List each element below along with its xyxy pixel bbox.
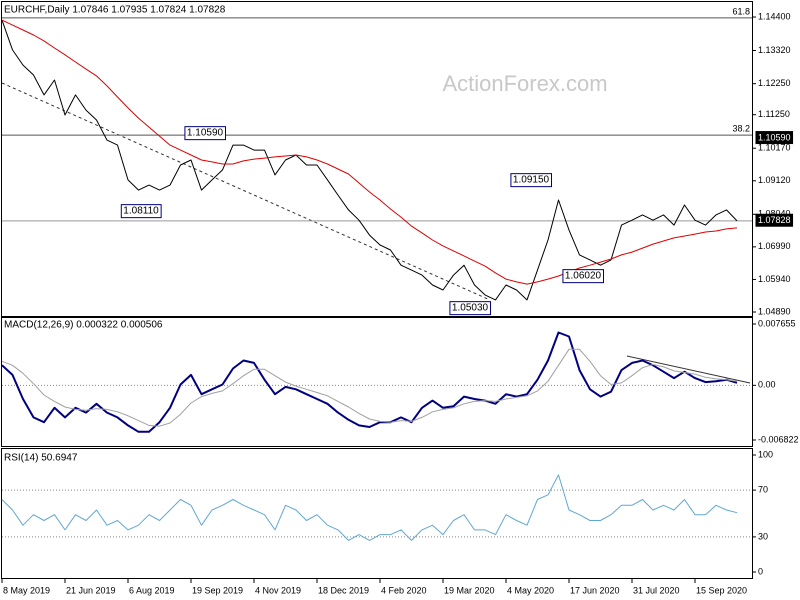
trend-line — [1, 82, 491, 301]
annotation-text: 1.09150 — [513, 175, 550, 186]
x-tick-label: 8 May 2019 — [3, 585, 50, 595]
x-tick-label: 6 Aug 2019 — [129, 585, 175, 595]
level-label: 61.8 — [732, 6, 750, 16]
macd-pane — [1, 317, 753, 447]
y-tick-label: 30 — [758, 531, 768, 541]
y-tick-label: 1.12250 — [758, 78, 791, 88]
price-box-text: 1.10590 — [758, 133, 791, 143]
annotation — [510, 173, 553, 188]
series-line — [1, 19, 738, 285]
annotation — [562, 269, 605, 284]
y-tick-label: 0.007655 — [758, 318, 796, 328]
price-pane — [1, 1, 753, 317]
last-price-box — [755, 213, 794, 227]
x-tick-label: 18 Dec 2019 — [318, 585, 369, 595]
last-price-box-text: 1.07828 — [758, 215, 791, 225]
series-line — [1, 19, 738, 301]
level-label: 38.2 — [732, 124, 750, 134]
x-tick-label: 4 May 2020 — [507, 585, 554, 595]
annotation-text: 1.05030 — [452, 303, 489, 314]
y-tick-label: 100 — [758, 449, 773, 459]
series-line — [1, 348, 738, 427]
rsi-pane — [1, 448, 753, 579]
y-tick-label: 1.14400 — [758, 11, 791, 21]
annotation-text: 1.06020 — [565, 271, 602, 282]
macd-trend-line — [626, 355, 751, 384]
y-tick-label: 1.11250 — [758, 109, 790, 119]
x-tick-label: 4 Nov 2019 — [255, 585, 301, 595]
x-tick-label: 21 Jun 2019 — [66, 585, 116, 595]
y-tick-label: 0.00 — [758, 380, 776, 390]
x-tick-label: 19 Sep 2019 — [192, 585, 243, 595]
y-tick-label: 1.13320 — [758, 45, 791, 55]
x-tick-label: 17 Jun 2020 — [570, 585, 620, 595]
y-tick-label: 1.10170 — [758, 143, 791, 153]
y-tick-label: 1.04890 — [758, 306, 791, 316]
y-tick-label: 1.08040 — [758, 209, 791, 219]
y-tick-label: 70 — [758, 484, 768, 494]
price-box — [755, 131, 794, 145]
y-tick-label: 0 — [758, 566, 763, 576]
y-tick-label: -0.006822 — [758, 434, 799, 444]
annotation — [184, 126, 227, 141]
rsi-title: RSI(14) 50.6947 — [4, 453, 78, 464]
chart-title: EURCHF,Daily 1.07846 1.07935 1.07824 1.0… — [4, 5, 226, 16]
watermark: ActionForex.com — [442, 71, 607, 96]
macd-title: MACD(12,26,9) 0.000322 0.000506 — [4, 320, 163, 331]
x-tick-label: 15 Sep 2020 — [696, 585, 747, 595]
annotation — [449, 301, 492, 316]
x-tick-label: 31 Jul 2020 — [633, 585, 680, 595]
annotation-text: 1.10590 — [187, 128, 224, 139]
x-tick-label: 19 Mar 2020 — [444, 585, 495, 595]
x-tick-label: 4 Feb 2020 — [381, 585, 427, 595]
series-line — [1, 331, 738, 433]
series-line — [1, 474, 738, 541]
annotation — [120, 204, 162, 219]
y-tick-label: 1.06990 — [758, 241, 791, 251]
y-tick-label: 1.09120 — [758, 175, 791, 185]
y-tick-label: 1.05940 — [758, 274, 791, 284]
annotation-text: 1.08110 — [123, 206, 159, 217]
